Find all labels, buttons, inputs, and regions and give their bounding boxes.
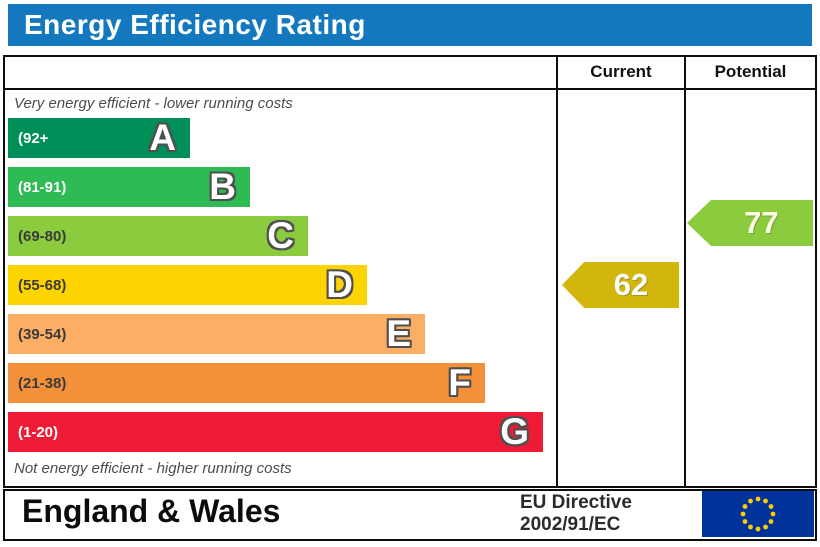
current-rating-arrow: 62 <box>562 262 679 308</box>
bottom-note: Not energy efficient - higher running co… <box>14 460 292 477</box>
band-c-range: (69-80) <box>18 227 67 245</box>
column-divider-potential <box>684 55 686 488</box>
band-f: (21-38) F <box>8 363 485 403</box>
band-e: (39-54) E <box>8 314 425 354</box>
band-e-range: (39-54) <box>18 325 67 343</box>
column-header-current: Current <box>590 62 652 81</box>
band-b-range: (81-91) <box>18 178 67 196</box>
band-e-letter: E <box>386 313 411 354</box>
band-a: (92+ A <box>8 118 190 158</box>
title-bar: Energy Efficiency Rating <box>8 4 812 46</box>
eu-flag-icon <box>702 491 814 537</box>
band-d: (55-68) D <box>8 265 367 305</box>
band-d-range: (55-68) <box>18 276 67 294</box>
band-a-range: (92+ <box>18 129 49 147</box>
band-g: (1-20) G <box>8 412 543 452</box>
potential-rating-value: 77 <box>744 205 779 240</box>
potential-rating-arrow: 77 <box>687 200 813 246</box>
eu-directive-label: EU Directive 2002/91/EC <box>520 492 690 536</box>
band-c-letter: C <box>267 215 294 256</box>
column-divider-current <box>556 55 558 488</box>
region-label: England & Wales <box>22 493 281 529</box>
eu-directive-line1: EU Directive <box>520 492 632 513</box>
band-b: (81-91) B <box>8 167 250 207</box>
band-f-letter: F <box>448 362 471 403</box>
top-note: Very energy efficient - lower running co… <box>14 95 293 112</box>
band-g-letter: G <box>500 411 529 452</box>
header-underline <box>3 88 817 90</box>
footer <box>3 489 817 541</box>
band-a-letter: A <box>149 117 176 158</box>
band-c: (69-80) C <box>8 216 308 256</box>
page-title: Energy Efficiency Rating <box>24 9 366 40</box>
band-f-range: (21-38) <box>18 374 67 392</box>
band-b-letter: B <box>209 166 236 207</box>
current-rating-value: 62 <box>613 267 649 302</box>
eu-directive-line2: 2002/91/EC <box>520 514 621 535</box>
band-d-letter: D <box>326 264 353 305</box>
eu-flag-stars <box>740 496 776 532</box>
band-g-range: (1-20) <box>18 423 59 441</box>
column-header-potential: Potential <box>714 62 787 81</box>
